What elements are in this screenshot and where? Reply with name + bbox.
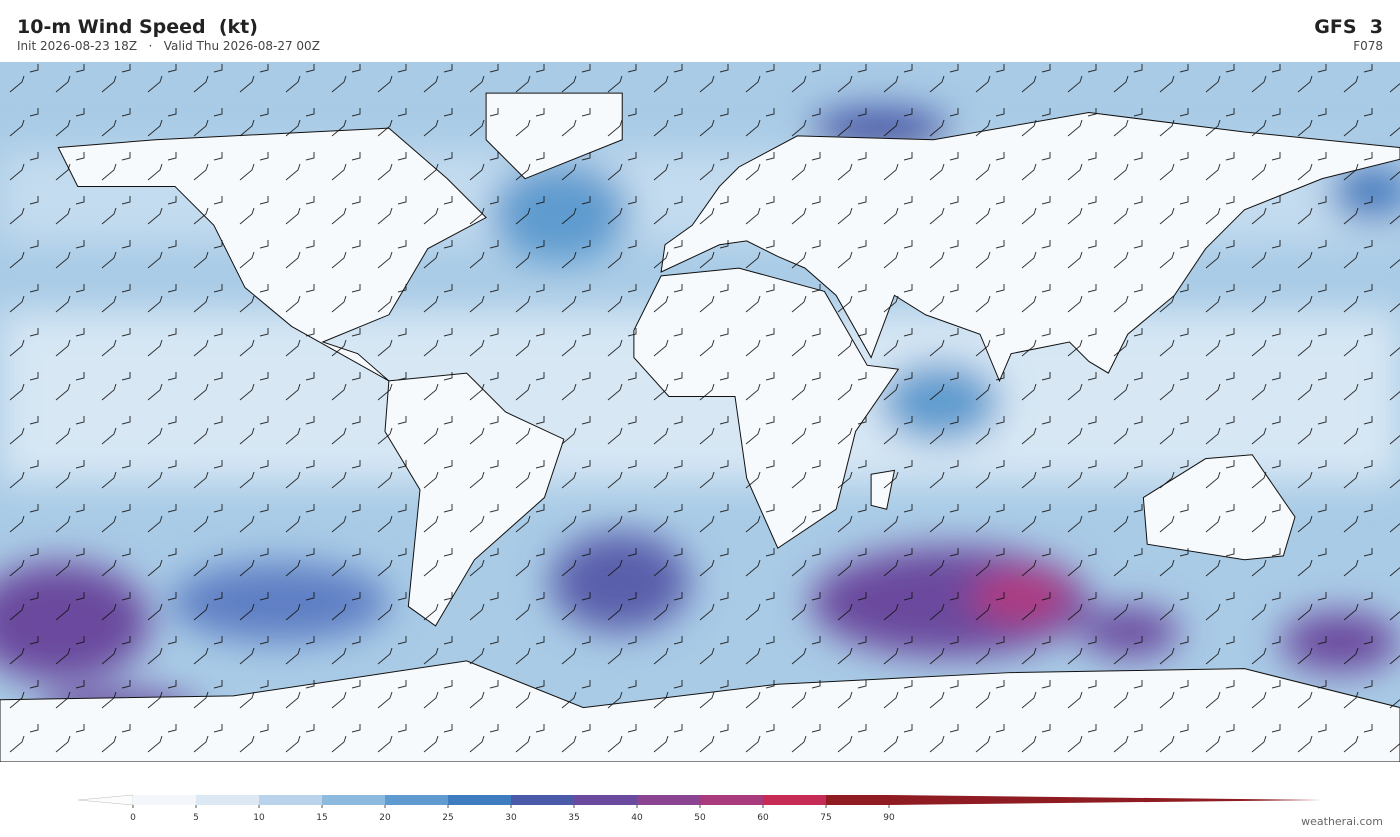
colorbar-segment	[700, 795, 764, 805]
colorbar-segment	[196, 795, 260, 805]
subtitle: Init 2026-08-23 18Z · Valid Thu 2026-08-…	[17, 39, 320, 53]
colorbar-under	[77, 794, 134, 806]
colorbar-tick-label: 20	[379, 813, 391, 823]
colorbar-segment	[637, 795, 701, 805]
colorbar-over	[889, 795, 1322, 805]
colorbar-segment	[574, 795, 638, 805]
colorbar-segment	[385, 795, 449, 805]
colorbar-tick-label: 50	[694, 813, 706, 823]
title: 10-m Wind Speed (kt)	[17, 16, 258, 38]
colorbar-tick-label: 35	[568, 813, 579, 823]
colorbar-segment	[133, 795, 197, 805]
colorbar-tick-label: 30	[505, 813, 517, 823]
colorbar-tick-label: 60	[757, 813, 769, 823]
colorbar-tick-label: 40	[631, 813, 643, 823]
colorbar-segment	[511, 795, 575, 805]
forecast-step: F078	[1353, 39, 1383, 53]
valid-time: Valid Thu 2026-08-27 00Z	[163, 39, 320, 53]
colorbar-tick-label: 5	[193, 813, 199, 823]
colorbar-segment	[448, 795, 512, 805]
colorbar: 0 5 10 15 20 25 30 35 40 50 60 75 90	[77, 794, 1322, 823]
watermark: weatherai.com	[1301, 815, 1383, 828]
wind-map	[0, 62, 1400, 762]
model-name: GFS 3	[1314, 16, 1383, 38]
init-time: Init 2026-08-23 18Z	[17, 39, 138, 53]
colorbar-tick-label: 90	[883, 813, 895, 823]
colorbar-segment	[826, 795, 890, 805]
wind-barbs	[0, 62, 1400, 762]
colorbar-segment	[322, 795, 386, 805]
colorbar-segment	[259, 795, 323, 805]
separator: ·	[148, 39, 153, 53]
colorbar-tick-label: 10	[253, 813, 265, 823]
colorbar-tick-label: 75	[820, 813, 831, 823]
colorbar-tick-label: 25	[442, 813, 453, 823]
colorbar-segment	[763, 795, 827, 805]
colorbar-tick-label: 0	[130, 813, 136, 823]
colorbar-tick-label: 15	[316, 813, 327, 823]
